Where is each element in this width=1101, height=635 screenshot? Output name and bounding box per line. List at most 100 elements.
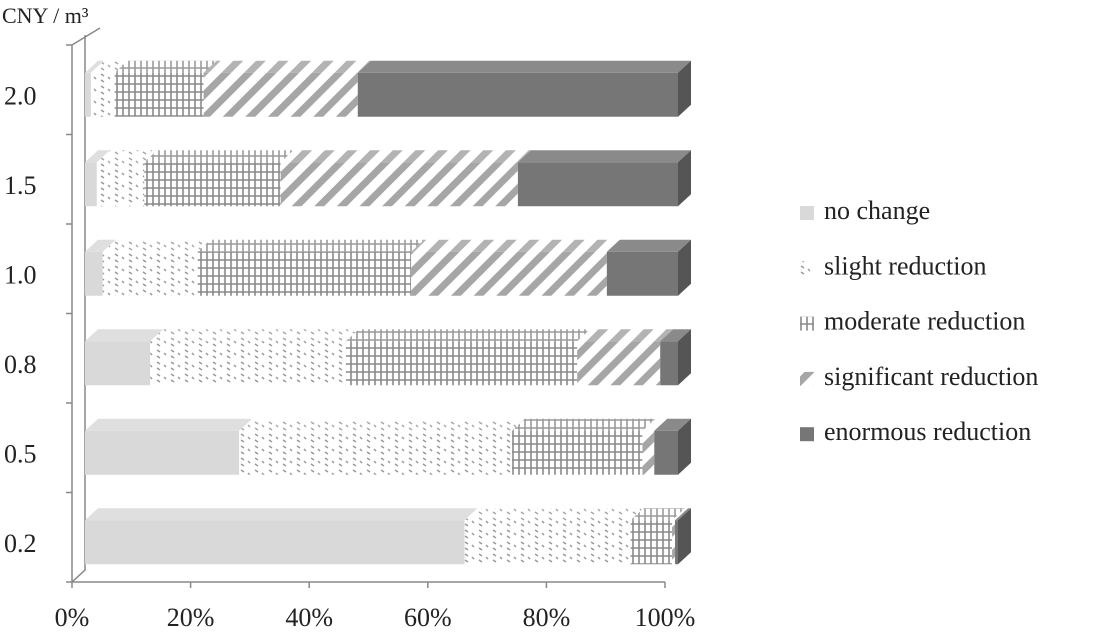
bar-face (203, 72, 358, 117)
bar-face (678, 508, 691, 565)
bar-segment (85, 60, 104, 117)
legend-label: slight reduction (824, 251, 986, 280)
bar-face (577, 329, 674, 342)
bar-segment (642, 418, 668, 475)
bar-face (85, 150, 110, 163)
bar-segment (85, 239, 116, 296)
bar-face (114, 72, 204, 117)
bar-segment (511, 418, 656, 475)
bar-face (197, 251, 412, 296)
bar-face (85, 72, 91, 117)
bar-face (239, 430, 512, 475)
bar-segment (114, 60, 217, 117)
bar-segment (675, 508, 691, 565)
bar-face (85, 508, 478, 521)
bar-segment (203, 60, 371, 117)
bar-face (280, 150, 531, 163)
bar-face (114, 60, 217, 73)
bar-segment (85, 329, 164, 386)
bar-face (90, 60, 128, 73)
bar-face (630, 508, 686, 521)
bar-face (630, 520, 673, 565)
bar-face (96, 150, 158, 163)
bar-face (85, 162, 97, 207)
y-tick-label: 0.5 (4, 440, 37, 469)
bar-face (150, 329, 359, 342)
bar-segment (517, 150, 691, 207)
bar-face (678, 60, 691, 117)
x-tick-label: 0% (55, 603, 90, 632)
bar-face (678, 239, 691, 296)
bar-segment (654, 418, 691, 475)
bar-face (678, 329, 691, 386)
bar-face (85, 430, 240, 475)
x-tick-label: 100% (635, 603, 696, 632)
bar-segment (411, 239, 620, 296)
bar-segment (85, 418, 253, 475)
legend-swatch (800, 316, 814, 331)
y-tick-label: 1.5 (4, 171, 37, 200)
bar-face (357, 60, 691, 73)
bar-face (675, 508, 691, 521)
bar-face (85, 341, 151, 386)
legend-label: enormous reduction (824, 417, 1031, 446)
bar-segment (280, 150, 531, 207)
bar-face (511, 418, 656, 431)
bar-face (85, 60, 104, 73)
bar-face (197, 239, 425, 252)
bar-face (85, 251, 103, 296)
bar-face (660, 341, 678, 386)
x-tick-label: 40% (285, 603, 333, 632)
bar-face (85, 239, 116, 252)
bar-segment (90, 60, 128, 117)
bar-face (203, 60, 371, 73)
bar-face (280, 162, 518, 207)
x-tick-label: 80% (523, 603, 571, 632)
legend-label: significant reduction (824, 362, 1038, 391)
bar-face (675, 520, 678, 565)
bar-segment (85, 508, 478, 565)
bar-segment (239, 418, 525, 475)
bar-face (85, 329, 164, 342)
bar-face (85, 520, 465, 565)
bar-face (411, 251, 607, 296)
bar-face (102, 251, 198, 296)
bar-face (150, 341, 346, 386)
y-tick-label: 0.2 (4, 529, 37, 558)
bar-face (577, 341, 661, 386)
bar-segment (150, 329, 359, 386)
bar-face (345, 341, 578, 386)
bar-face (464, 520, 631, 565)
bar-face (672, 520, 676, 565)
bar-face (606, 239, 691, 252)
legend-swatch (800, 261, 814, 276)
bar-face (517, 150, 691, 163)
bar-face (678, 418, 691, 475)
bar-face (85, 418, 253, 431)
bar-face (102, 239, 211, 252)
bar-face (678, 150, 691, 207)
bar-face (517, 162, 678, 207)
bar-face (642, 430, 655, 475)
bar-segment (96, 150, 158, 207)
bar-segment (85, 150, 110, 207)
bar-segment (606, 239, 691, 296)
bar-face (144, 150, 294, 163)
bar-face (642, 418, 668, 431)
bar-face (411, 239, 620, 252)
x-tick-label: 20% (167, 603, 215, 632)
bar-segment (345, 329, 591, 386)
bar-segment (197, 239, 425, 296)
bar-face (606, 251, 678, 296)
bar-face (672, 508, 689, 521)
bar-face (654, 418, 691, 431)
bar-segment (672, 508, 689, 565)
legend-label: no change (824, 196, 930, 225)
bar-face (239, 418, 525, 431)
x-tick-label: 60% (404, 603, 452, 632)
legend-label: moderate reduction (824, 307, 1025, 336)
bar-face (511, 430, 643, 475)
bar-face (90, 72, 115, 117)
bar-segment (102, 239, 211, 296)
